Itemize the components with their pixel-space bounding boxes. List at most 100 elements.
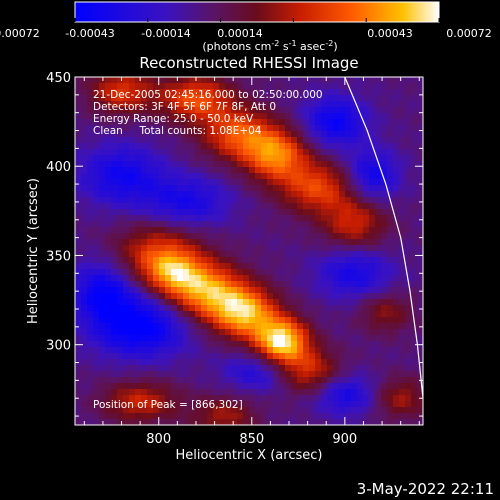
heatmap-cell [339,377,346,384]
heatmap-cell [123,293,130,300]
colorbar-tick-label-1: -0.00043 [65,27,114,40]
heatmap-cell [399,371,406,378]
heatmap-cell [237,89,244,96]
heatmap-cell [339,251,346,258]
heatmap-cell [213,185,220,192]
heatmap-cell [267,185,274,192]
heatmap-cell [165,311,172,318]
heatmap-cell [297,113,304,120]
heatmap-cell [339,119,346,126]
heatmap-cell [123,335,130,342]
heatmap-cell [375,419,382,425]
heatmap-cell [309,281,316,288]
heatmap-cell [159,233,166,240]
heatmap-cell [111,203,118,210]
heatmap-cell [189,359,196,366]
heatmap-cell [225,227,232,234]
heatmap-cell [261,413,268,420]
heatmap-cell [219,155,226,162]
heatmap-cell [135,101,142,108]
heatmap-cell [201,353,208,360]
heatmap-cell [375,401,382,408]
heatmap-cell [177,239,184,246]
heatmap-cell [363,155,370,162]
heatmap-cell [309,125,316,132]
heatmap-cell [123,233,130,240]
heatmap-cell [249,413,256,420]
heatmap-cell [303,89,310,96]
heatmap-cell [405,329,412,336]
heatmap-cell [375,395,382,402]
heatmap-cell [171,167,178,174]
heatmap-cell [171,101,178,108]
heatmap-cell [189,329,196,336]
heatmap-cell [207,299,214,306]
heatmap-cell [123,395,130,402]
heatmap-cell [129,419,136,425]
heatmap-cell [273,341,280,348]
heatmap-cell [201,269,208,276]
heatmap-cell [339,383,346,390]
heatmap-cell [261,161,268,168]
heatmap-cell [261,341,268,348]
heatmap-cell [411,221,418,228]
heatmap-cell [135,233,142,240]
heatmap-cell [375,353,382,360]
heatmap-cell [159,347,166,354]
heatmap-cell [375,335,382,342]
heatmap-cell [213,341,220,348]
heatmap-cell [201,131,208,138]
heatmap-cell [141,143,148,150]
heatmap-cell [411,341,418,348]
heatmap-cell [141,155,148,162]
heatmap-cell [285,389,292,396]
heatmap-cell [351,245,358,252]
heatmap-cell [249,89,256,96]
heatmap-cell [225,287,232,294]
heatmap-cell [153,233,160,240]
heatmap-cell [399,329,406,336]
heatmap-cell [207,419,214,425]
heatmap-cell [255,143,262,150]
heatmap-cell [99,227,106,234]
heatmap-cell [297,413,304,420]
heatmap-cell [141,275,148,282]
heatmap-cell [321,137,328,144]
heatmap-cell [315,347,322,354]
heatmap-cell [195,389,202,396]
heatmap-cell [135,197,142,204]
heatmap-cell [93,311,100,318]
heatmap-cell [195,185,202,192]
heatmap-cell [291,227,298,234]
heatmap-cell [249,179,256,186]
heatmap-cell [381,113,388,120]
heatmap-cell [315,419,322,425]
heatmap-cell [123,203,130,210]
heatmap-cell [279,365,286,372]
heatmap-cell [279,419,286,425]
heatmap-cell [405,149,412,156]
heatmap-cell [309,233,316,240]
heatmap-cell [375,263,382,270]
heatmap-cell [393,305,400,312]
heatmap-cell [309,407,316,414]
heatmap-cell [351,131,358,138]
heatmap-cell [417,245,423,252]
heatmap-cell [99,341,106,348]
heatmap-cell [273,221,280,228]
heatmap-cell [297,281,304,288]
heatmap-cell [405,161,412,168]
heatmap-cell [369,239,376,246]
heatmap-cell [195,107,202,114]
heatmap-cell [165,167,172,174]
heatmap-cell [363,305,370,312]
heatmap-cell [129,185,136,192]
heatmap-cell [87,143,94,150]
heatmap-cell [291,395,298,402]
heatmap-cell [315,245,322,252]
heatmap-cell [135,143,142,150]
heatmap-cell [195,407,202,414]
heatmap-cell [141,383,148,390]
heatmap-cell [381,257,388,264]
heatmap-cell [381,419,388,425]
